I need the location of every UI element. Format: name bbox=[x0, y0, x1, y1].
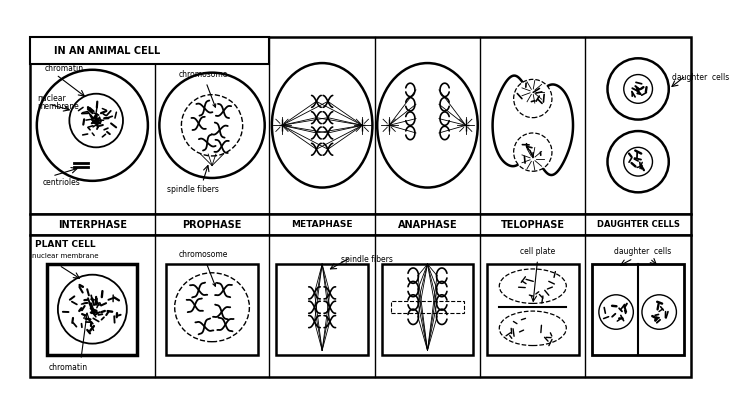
Circle shape bbox=[69, 94, 123, 147]
Ellipse shape bbox=[499, 311, 566, 346]
Bar bbox=[381, 264, 473, 355]
Ellipse shape bbox=[175, 273, 249, 342]
Circle shape bbox=[608, 131, 669, 192]
Text: centrioles: centrioles bbox=[43, 178, 80, 187]
Circle shape bbox=[514, 79, 552, 118]
Text: PLANT CELL: PLANT CELL bbox=[35, 240, 96, 249]
Ellipse shape bbox=[377, 63, 478, 188]
Text: spindle fibers: spindle fibers bbox=[167, 185, 219, 194]
Polygon shape bbox=[492, 76, 573, 175]
Circle shape bbox=[159, 73, 265, 178]
Circle shape bbox=[608, 58, 669, 120]
Text: DAUGHTER CELLS: DAUGHTER CELLS bbox=[597, 220, 680, 229]
Text: nuclear membrane: nuclear membrane bbox=[32, 253, 98, 259]
Text: TELOPHASE: TELOPHASE bbox=[501, 220, 564, 230]
Bar bbox=[391, 302, 464, 313]
Text: chromatin.: chromatin. bbox=[45, 64, 86, 73]
Circle shape bbox=[58, 275, 127, 344]
Circle shape bbox=[514, 133, 552, 171]
Text: spindle fibers: spindle fibers bbox=[341, 254, 393, 264]
Bar bbox=[592, 264, 684, 355]
Text: chromosome: chromosome bbox=[179, 70, 228, 107]
Ellipse shape bbox=[272, 63, 373, 188]
Circle shape bbox=[37, 70, 148, 181]
Text: IN AN ANIMAL CELL: IN AN ANIMAL CELL bbox=[54, 46, 159, 56]
Bar bbox=[47, 264, 137, 355]
Text: daughter  cells: daughter cells bbox=[614, 248, 672, 256]
Bar bbox=[166, 264, 258, 355]
Text: cell plate: cell plate bbox=[520, 248, 555, 256]
Ellipse shape bbox=[499, 269, 566, 304]
Bar bbox=[30, 37, 270, 64]
Text: chromosome: chromosome bbox=[179, 250, 228, 286]
Circle shape bbox=[624, 74, 653, 103]
Circle shape bbox=[642, 295, 676, 329]
Circle shape bbox=[182, 95, 243, 156]
Circle shape bbox=[599, 295, 634, 329]
Bar bbox=[30, 236, 691, 377]
Bar bbox=[276, 264, 368, 355]
Text: INTERPHASE: INTERPHASE bbox=[58, 220, 127, 230]
Text: METAPHASE: METAPHASE bbox=[291, 220, 353, 229]
Bar bbox=[30, 37, 691, 214]
Text: PROPHASE: PROPHASE bbox=[182, 220, 242, 230]
Text: ANAPHASE: ANAPHASE bbox=[398, 220, 457, 230]
Circle shape bbox=[624, 147, 653, 176]
Text: membrane: membrane bbox=[37, 102, 79, 111]
Bar bbox=[487, 264, 578, 355]
Bar bbox=[30, 214, 691, 236]
Text: daughter  cells: daughter cells bbox=[672, 73, 729, 82]
Text: chromatin: chromatin bbox=[49, 363, 88, 372]
Text: nuclear: nuclear bbox=[37, 94, 65, 103]
